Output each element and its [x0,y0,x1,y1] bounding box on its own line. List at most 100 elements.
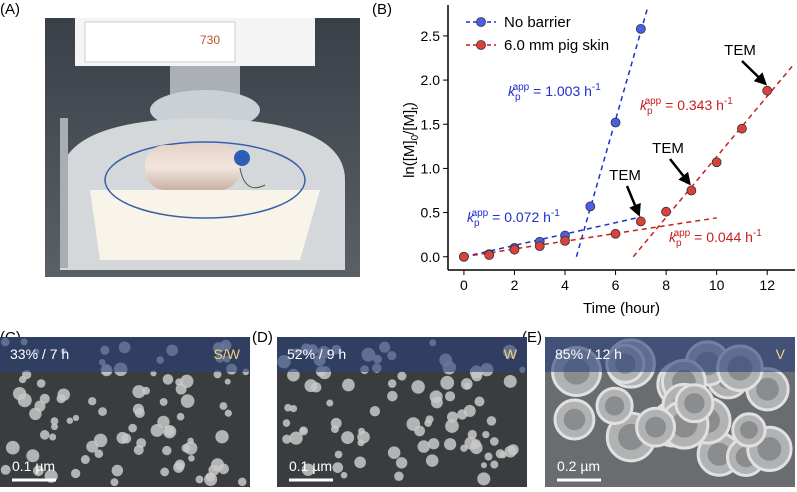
particle [238,477,247,487]
x-tick-label: 2 [511,277,519,293]
particle [424,419,432,427]
particle [282,419,291,427]
rate-label: kpapp = 0.044 h-1 [669,228,762,249]
particle [175,383,187,395]
x-tick-label: 0 [460,277,468,293]
particle-core [740,421,758,439]
particle [32,465,44,477]
particle [195,475,204,484]
particle [188,454,195,462]
particle [160,467,170,477]
rate-label-part: = 0.343 h [661,97,724,113]
sem-info: 33% / 7 h [10,346,69,362]
photo-label: 730 [200,33,220,47]
y-tick-label: 0.5 [421,205,441,221]
particle [282,434,292,444]
particle [411,380,425,394]
sem-phase: V [776,346,786,362]
particle [495,449,505,459]
particle [284,403,292,412]
particle [26,449,40,463]
particle [477,472,491,486]
particle [56,394,66,404]
particle-core [645,416,667,438]
particle [219,402,228,410]
particle [173,462,184,473]
particle [397,371,407,381]
particle [132,403,144,415]
particle [17,393,32,408]
sem-phase: W [504,346,518,362]
particle [301,463,315,476]
particle [5,440,20,455]
rate-label-part: p [676,238,682,249]
x-tick-label: 10 [709,277,725,293]
rate-label-part: = 0.072 h [488,209,551,225]
particle [480,462,487,469]
rate-label-part: app [513,82,530,93]
data-point [560,235,570,246]
particle [215,430,229,444]
particle [88,397,97,406]
particle [342,378,355,392]
particle [444,438,457,451]
legend-label: No barrier [504,14,571,31]
fit-line [632,65,794,258]
overlay-band [277,337,527,372]
fit-line [575,7,649,257]
particle [70,468,81,479]
fit-line [463,216,641,258]
annotation: TEM [652,140,684,157]
data-point [610,228,621,239]
rate-label-part: -1 [753,228,762,239]
y-axis-label-part: ) [401,102,418,107]
overlay-band [545,337,795,372]
particle [289,431,303,445]
particle [387,446,401,459]
particle [394,471,404,481]
particle [51,423,59,431]
particle [34,400,46,412]
data-point [610,117,621,128]
data-point [686,185,697,196]
particle [287,368,300,382]
particle [507,444,519,456]
particle [66,417,74,424]
rate-label-part: app [674,228,691,239]
particle [310,382,322,393]
data-point [509,244,520,255]
scale-label: 0.2 µm [557,458,600,474]
rate-label-part: = 1.003 h [529,83,592,99]
panel-label: (A) [0,1,20,18]
y-tick-label: 1.5 [421,116,441,132]
rate-label-part: p [647,106,653,117]
particle [417,440,430,453]
particle [36,379,46,388]
particle [490,460,499,469]
particle [213,370,222,379]
particle [341,431,355,445]
particle [72,414,80,422]
particle [183,441,198,455]
overlay-band [0,337,250,372]
particle [354,456,366,469]
particle [86,440,99,453]
x-tick-label: 6 [612,277,620,293]
legend-marker [476,40,486,50]
rate-label-part: k [669,229,677,245]
rate-label-part: app [472,208,489,219]
rate-label-part: k [508,83,516,99]
rate-label-part: = 0.044 h [690,229,753,245]
y-axis-label-part: /[M] [401,110,418,135]
panel-label: (B) [372,1,392,18]
particle [132,385,146,399]
particle [484,452,493,461]
legend-label: 6.0 mm pig skin [504,37,609,54]
data-point [585,201,596,212]
data-point [737,123,747,134]
particle [49,433,57,441]
y-axis-label-part: 0 [410,134,421,140]
particle [80,455,90,465]
rate-label-part: -1 [724,96,733,107]
